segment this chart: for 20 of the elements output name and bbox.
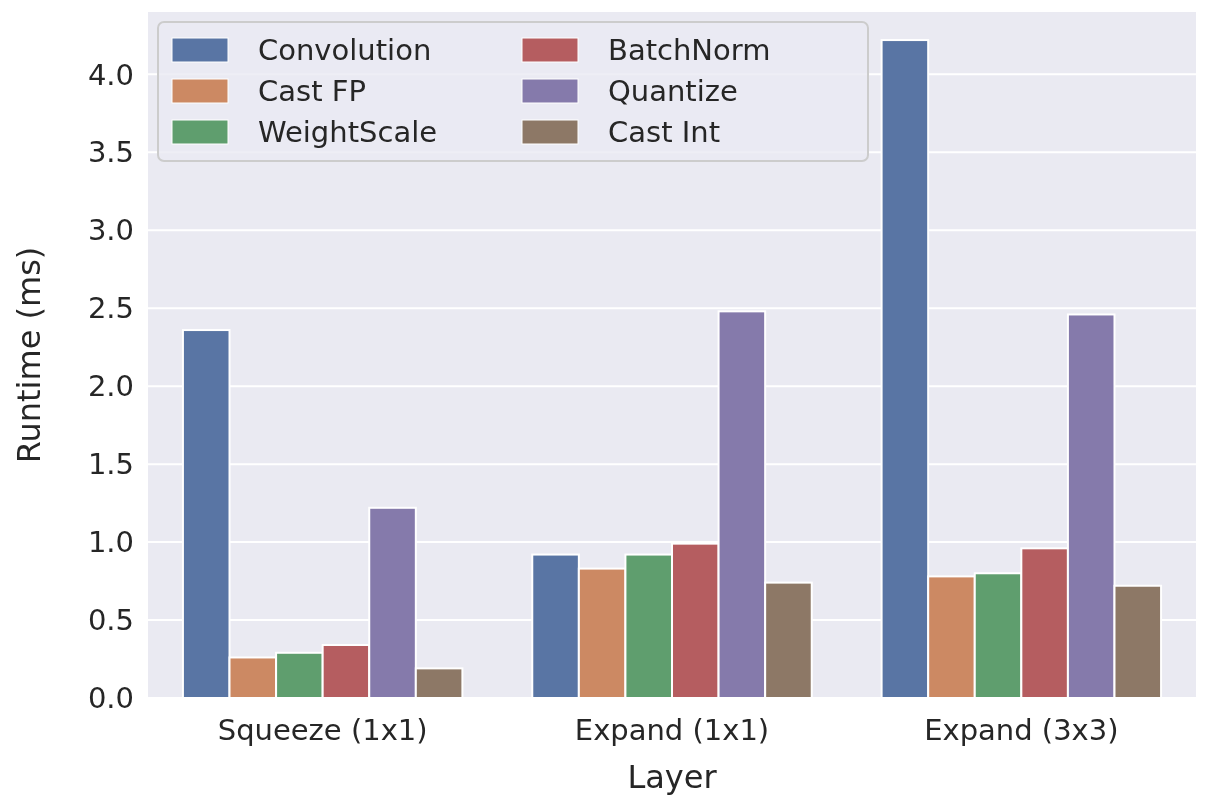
x-tick-label: Expand (1x1) bbox=[574, 713, 770, 747]
y-tick-label: 1.0 bbox=[87, 525, 134, 560]
y-tick-label: 0.5 bbox=[87, 603, 134, 638]
x-axis-title: Layer bbox=[627, 758, 718, 796]
x-tick-label: Expand (3x3) bbox=[924, 713, 1119, 747]
legend-label: WeightScale bbox=[258, 115, 438, 150]
x-tick-label: Squeeze (1x1) bbox=[217, 713, 428, 747]
y-tick-label: 3.0 bbox=[87, 213, 134, 248]
legend-label: Convolution bbox=[258, 33, 432, 68]
legend-label: BatchNorm bbox=[608, 33, 771, 68]
y-axis-title: Runtime (ms) bbox=[10, 246, 48, 464]
y-tick-label: 2.5 bbox=[87, 291, 134, 326]
legend-label: Cast Int bbox=[608, 115, 721, 150]
legend-label: Cast FP bbox=[258, 74, 366, 109]
y-tick-label: 0.0 bbox=[87, 681, 134, 716]
y-tick-label: 3.5 bbox=[87, 135, 134, 170]
y-tick-label: 1.5 bbox=[87, 447, 134, 482]
y-tick-label: 4.0 bbox=[87, 57, 134, 92]
y-tick-label: 2.0 bbox=[87, 369, 134, 404]
legend-label: Quantize bbox=[608, 74, 738, 109]
